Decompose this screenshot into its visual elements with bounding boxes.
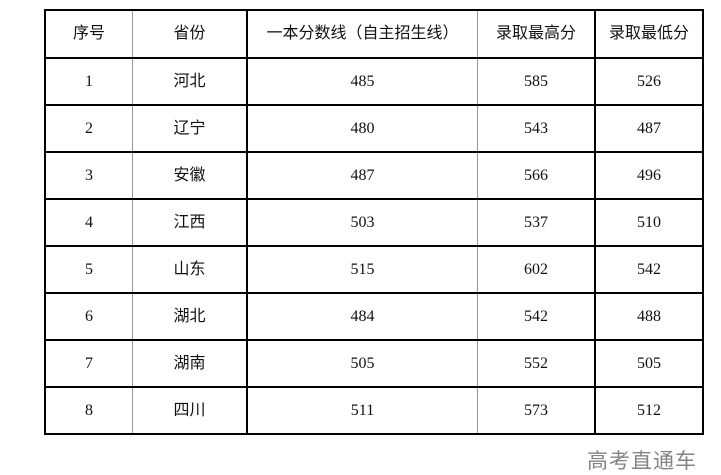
header-province: 省份 xyxy=(132,9,248,59)
cell-max: 543 xyxy=(477,104,596,153)
cell-max: 542 xyxy=(477,292,596,341)
header-index: 序号 xyxy=(45,9,133,59)
cell-max: 552 xyxy=(477,339,596,388)
cell-cutoff: 480 xyxy=(247,104,478,153)
header-max: 录取最高分 xyxy=(477,9,596,59)
cell-min: 512 xyxy=(595,386,703,435)
cell-province: 湖南 xyxy=(132,339,248,388)
table-row: 8 四川 511 573 512 xyxy=(45,386,703,435)
cell-min: 488 xyxy=(595,292,703,341)
cell-province: 四川 xyxy=(132,386,248,435)
cell-min: 496 xyxy=(595,151,703,200)
cell-index: 7 xyxy=(45,339,133,388)
cell-cutoff: 515 xyxy=(247,245,478,294)
cell-cutoff: 503 xyxy=(247,198,478,247)
cell-index: 6 xyxy=(45,292,133,341)
watermark: 高考直通车 xyxy=(587,449,697,473)
cell-index: 5 xyxy=(45,245,133,294)
cell-max: 602 xyxy=(477,245,596,294)
cell-cutoff: 485 xyxy=(247,57,478,106)
table-row: 5 山东 515 602 542 xyxy=(45,245,703,294)
cell-min: 487 xyxy=(595,104,703,153)
cell-max: 585 xyxy=(477,57,596,106)
cell-cutoff: 511 xyxy=(247,386,478,435)
cell-index: 4 xyxy=(45,198,133,247)
cell-province: 湖北 xyxy=(132,292,248,341)
cell-province: 山东 xyxy=(132,245,248,294)
cell-index: 8 xyxy=(45,386,133,435)
cell-min: 542 xyxy=(595,245,703,294)
cell-max: 537 xyxy=(477,198,596,247)
cell-cutoff: 505 xyxy=(247,339,478,388)
cell-min: 510 xyxy=(595,198,703,247)
cell-index: 1 xyxy=(45,57,133,106)
header-row: 序号 省份 一本分数线（自主招生线） 录取最高分 录取最低分 xyxy=(45,9,703,59)
cell-max: 573 xyxy=(477,386,596,435)
table-row: 4 江西 503 537 510 xyxy=(45,198,703,247)
admission-scores-table: 序号 省份 一本分数线（自主招生线） 录取最高分 录取最低分 1 河北 485 585… xyxy=(44,9,704,435)
cell-index: 3 xyxy=(45,151,133,200)
cell-max: 566 xyxy=(477,151,596,200)
table-row: 2 辽宁 480 543 487 xyxy=(45,104,703,153)
table-row: 6 湖北 484 542 488 xyxy=(45,292,703,341)
cell-cutoff: 484 xyxy=(247,292,478,341)
header-cutoff: 一本分数线（自主招生线） xyxy=(247,9,478,59)
cell-min: 505 xyxy=(595,339,703,388)
cell-cutoff: 487 xyxy=(247,151,478,200)
cell-province: 辽宁 xyxy=(132,104,248,153)
cell-index: 2 xyxy=(45,104,133,153)
cell-min: 526 xyxy=(595,57,703,106)
cell-province: 江西 xyxy=(132,198,248,247)
table-row: 1 河北 485 585 526 xyxy=(45,57,703,106)
header-min: 录取最低分 xyxy=(595,9,703,59)
table-row: 3 安徽 487 566 496 xyxy=(45,151,703,200)
table-row: 7 湖南 505 552 505 xyxy=(45,339,703,388)
cell-province: 安徽 xyxy=(132,151,248,200)
cell-province: 河北 xyxy=(132,57,248,106)
